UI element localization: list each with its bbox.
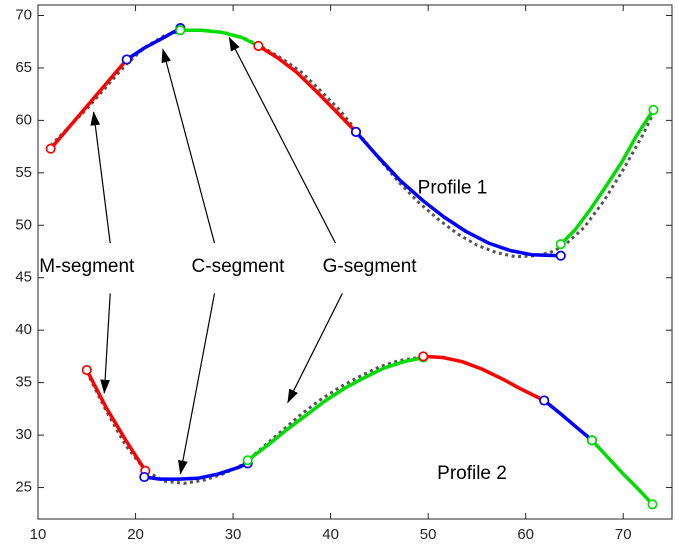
y-tick-label: 65 [15,59,32,76]
y-tick-label: 60 [15,111,32,128]
profile-2-c-segment-5 [542,398,594,443]
profile-2-g-segment-3 [245,355,426,463]
y-tick-label: 45 [15,269,32,286]
profile-1-label: Profile 1 [418,178,488,199]
segment-start-marker [350,126,362,137]
segment-start-marker [555,239,566,250]
profile-1-m-segment-1 [48,57,129,151]
axes-box [37,4,673,520]
m-segment-arrow-1 [90,111,111,244]
profile-1-m-segment-4 [256,44,358,134]
segment-start-marker [45,143,56,154]
profile-1-c-segment-2 [125,26,183,62]
y-tick-label: 30 [15,426,32,443]
y-tick-label: 40 [15,321,32,338]
reference-curve-profile-1 [49,28,655,259]
segment-start-marker [586,435,598,446]
segment-start-marker [175,25,186,36]
profile-2-c-segment-2 [142,461,250,481]
y-tick-label: 25 [15,478,32,495]
x-tick-label: 20 [127,526,144,543]
g-segment-label: G-segment [323,256,418,277]
profile-1-g-segment-3 [178,28,261,48]
x-tick-label: 70 [615,526,632,543]
segment-end-marker [555,250,566,261]
segment-start-marker [81,364,92,376]
segment-end-marker [648,104,659,115]
m-segment-arrow-2 [100,293,111,394]
profile-2-g-segment-6 [590,438,655,507]
profile-2-m-segment-1 [85,368,148,473]
g-segment-arrow-2 [287,293,343,404]
profile-1-g-segment-6 [559,108,656,246]
plot-axes: 10 20 30 40 50 60 70 25 30 35 40 45 50 55 60 65 70 [15,4,673,543]
y-tick-label: 50 [15,216,32,233]
segment-end-marker [647,499,658,510]
x-tick-label: 10 [30,526,47,543]
segment-start-marker [253,40,264,51]
y-tick-label: 35 [15,374,32,391]
c-segment-arrow-1 [161,48,216,244]
segment-start-marker [139,471,150,483]
segment-start-marker [418,351,429,362]
c-segment-arrow-2 [178,293,216,475]
x-tick-label: 60 [517,526,534,543]
c-segment-label: C-segment [192,256,286,277]
m-segment-label: M-segment [39,256,135,277]
x-tick-label: 30 [225,526,242,543]
segment-start-marker [539,395,550,406]
annotation-text: M-segment C-segment G-segment Profile 1 Prof… [39,178,507,484]
g-segment-arrow-1 [228,36,337,244]
y-tick-label: 55 [15,164,32,181]
segment-start-marker [242,455,253,466]
annotation-arrows [90,36,343,475]
segment-endpoint-markers [45,23,659,510]
profile-2-label: Profile 2 [437,463,507,484]
profile-segments [48,26,656,507]
x-tick-label: 50 [420,526,437,543]
segment-start-marker [121,54,132,65]
y-tick-label: 70 [15,6,32,23]
profile-1-c-segment-5 [354,130,563,258]
profile-2-m-segment-4 [421,354,546,403]
x-tick-label: 40 [322,526,339,543]
